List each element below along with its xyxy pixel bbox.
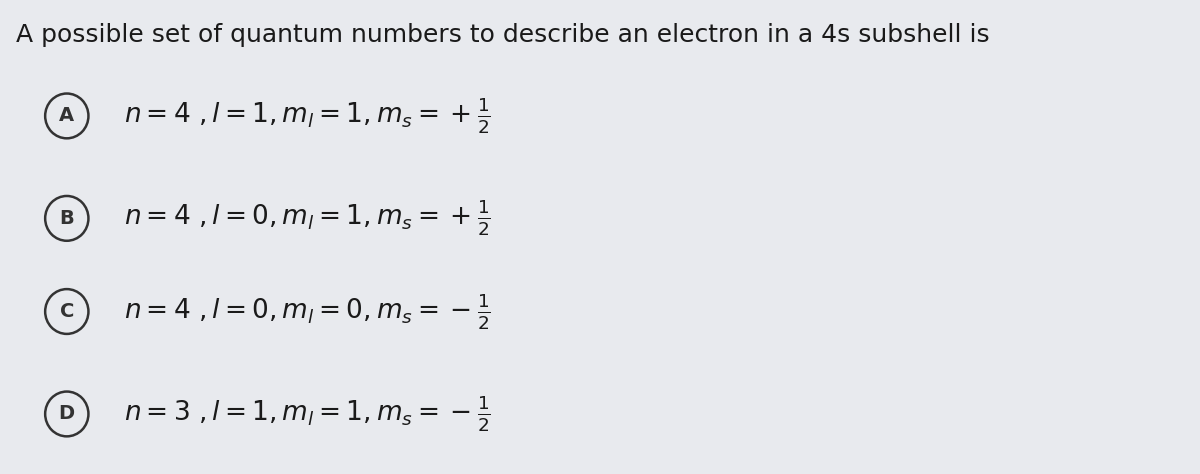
Text: A possible set of quantum numbers to describe an electron in a 4s subshell is: A possible set of quantum numbers to des… (16, 23, 989, 47)
Text: $n=4\ ,l=0,m_l = 0,m_s = -\frac{1}{2}$: $n=4\ ,l=0,m_l = 0,m_s = -\frac{1}{2}$ (124, 292, 491, 332)
Text: $n=4\ ,l=1,m_l = 1,m_s = +\frac{1}{2}$: $n=4\ ,l=1,m_l = 1,m_s = +\frac{1}{2}$ (124, 96, 491, 136)
Text: B: B (60, 209, 74, 228)
Text: $n=4\ ,l=0,m_l = 1,m_s = +\frac{1}{2}$: $n=4\ ,l=0,m_l = 1,m_s = +\frac{1}{2}$ (124, 198, 491, 238)
Text: $n=3\ ,l=1,m_l = 1,m_s = -\frac{1}{2}$: $n=3\ ,l=1,m_l = 1,m_s = -\frac{1}{2}$ (124, 394, 491, 434)
Text: C: C (60, 302, 74, 321)
Text: D: D (59, 404, 74, 423)
Text: A: A (59, 107, 74, 126)
